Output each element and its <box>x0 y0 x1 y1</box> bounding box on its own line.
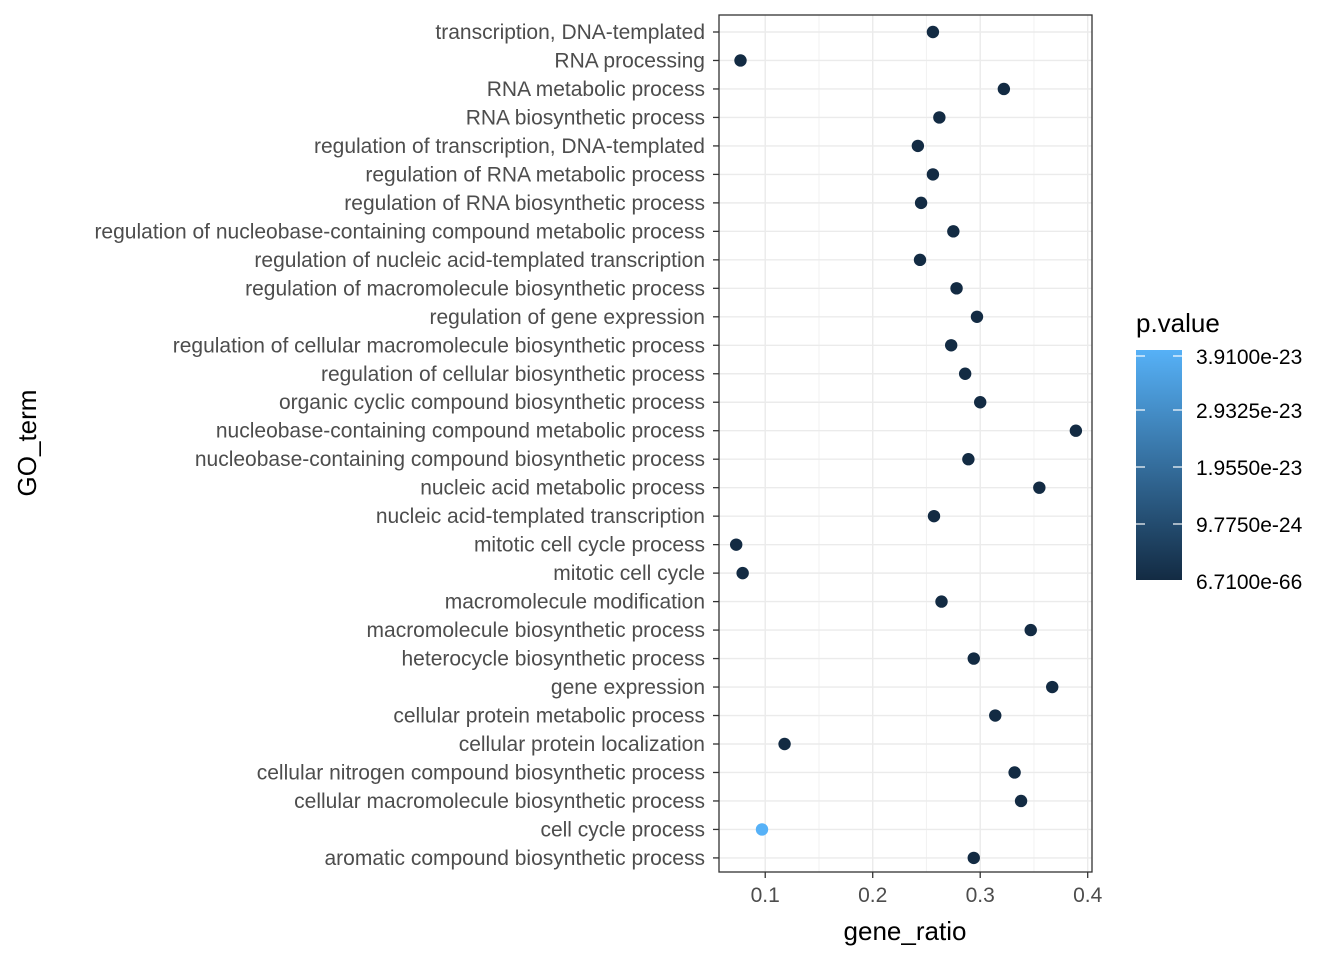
y-tick-label: nucleic acid metabolic process <box>420 477 705 500</box>
data-point <box>1033 481 1046 494</box>
y-tick-label: nucleic acid-templated transcription <box>376 505 705 528</box>
data-point <box>962 453 975 466</box>
y-tick-label: cellular protein localization <box>459 733 705 756</box>
y-tick-label: aromatic compound biosynthetic process <box>324 847 705 870</box>
legend-label: 2.9325e-23 <box>1196 400 1302 423</box>
y-tick-label: cellular protein metabolic process <box>393 705 705 728</box>
y-tick-label: macromolecule modification <box>445 591 705 614</box>
data-point <box>755 823 769 836</box>
data-point <box>926 25 940 39</box>
x-tick-label: 0.1 <box>751 884 780 907</box>
y-tick-label: regulation of nucleobase-containing comp… <box>94 220 705 243</box>
data-point <box>933 111 946 124</box>
legend-ticks <box>1136 355 1182 582</box>
data-point <box>967 652 980 665</box>
data-point <box>950 282 963 295</box>
y-tick-label: cellular nitrogen compound biosynthetic … <box>257 761 705 784</box>
y-tick-label: mitotic cell cycle <box>553 562 705 585</box>
y-tick-label: RNA biosynthetic process <box>466 106 705 129</box>
data-point <box>913 253 927 267</box>
data-point <box>927 509 941 523</box>
data-points <box>729 25 1083 865</box>
data-point <box>926 168 940 181</box>
y-tick-label: gene expression <box>551 676 705 699</box>
data-point <box>958 367 972 380</box>
y-tick-label: mitotic cell cycle process <box>474 534 705 557</box>
y-tick-label: RNA processing <box>554 49 705 72</box>
y-axis-title: GO_term <box>12 390 42 497</box>
y-tick-label: heterocycle biosynthetic process <box>402 648 706 671</box>
x-tick-label: 0.2 <box>858 884 887 907</box>
legend-label: 1.9550e-23 <box>1196 457 1302 480</box>
data-point <box>914 196 928 210</box>
x-tick-label: 0.3 <box>966 884 995 907</box>
data-point <box>974 396 987 409</box>
y-tick-label: nucleobase-containing compound metabolic… <box>216 420 705 443</box>
grid-lines <box>719 15 1092 872</box>
data-point <box>970 310 984 323</box>
y-tick-label: regulation of RNA metabolic process <box>365 163 705 186</box>
data-point <box>935 595 948 608</box>
x-tick-label: 0.4 <box>1073 884 1103 907</box>
axis-ticks <box>713 31 1089 878</box>
data-point <box>944 339 958 352</box>
data-point <box>967 851 980 865</box>
y-tick-label: regulation of RNA biosynthetic process <box>344 192 705 215</box>
data-point <box>1024 623 1037 637</box>
y-tick-label: RNA metabolic process <box>487 78 705 101</box>
legend-title: p.value <box>1136 308 1220 338</box>
data-point <box>1014 794 1028 808</box>
data-point <box>911 139 925 153</box>
y-tick-label: regulation of macromolecule biosynthetic… <box>245 277 705 300</box>
y-tick-label: cell cycle process <box>540 818 705 841</box>
y-tick-label: regulation of transcription, DNA-templat… <box>314 135 705 158</box>
y-tick-label: regulation of cellular biosynthetic proc… <box>321 363 705 386</box>
data-point <box>989 709 1002 722</box>
legend-labels: 3.9100e-23 2.9325e-23 1.9550e-23 9.7750e-24… <box>1196 346 1303 594</box>
x-axis-title: gene_ratio <box>844 916 967 946</box>
legend: p.value 3.9100e-23 2.9325e-23 1.9550e-23 9.… <box>1136 308 1303 594</box>
data-point <box>734 54 747 67</box>
plot-background <box>719 15 1092 872</box>
data-point <box>736 566 749 580</box>
panel-border <box>718 14 1093 873</box>
data-point <box>1008 766 1021 779</box>
legend-label: 9.7750e-24 <box>1196 514 1303 537</box>
y-tick-label: regulation of nucleic acid-templated tra… <box>254 249 705 272</box>
data-point <box>729 538 743 551</box>
legend-label: 6.7100e-66 <box>1196 571 1302 594</box>
y-tick-label: nucleobase-containing compound biosynthe… <box>195 448 705 471</box>
y-tick-label: regulation of gene expression <box>429 306 705 329</box>
x-tick-labels: 0.1 0.2 0.3 0.4 <box>751 884 1103 907</box>
y-tick-label: regulation of cellular macromolecule bio… <box>173 334 705 357</box>
data-point <box>947 225 960 238</box>
y-tick-label: cellular macromolecule biosynthetic proc… <box>294 790 705 813</box>
y-tick-labels: transcription, DNA-templated RNA processi… <box>94 21 705 870</box>
data-point <box>1046 680 1059 694</box>
y-tick-label: transcription, DNA-templated <box>435 21 705 44</box>
legend-colorbar <box>1136 350 1182 580</box>
data-point <box>997 82 1011 96</box>
data-point <box>1069 424 1083 437</box>
data-point <box>778 737 791 751</box>
legend-label: 3.9100e-23 <box>1196 346 1302 369</box>
y-tick-label: organic cyclic compound biosynthetic pro… <box>279 391 705 414</box>
y-tick-label: macromolecule biosynthetic process <box>367 619 705 642</box>
